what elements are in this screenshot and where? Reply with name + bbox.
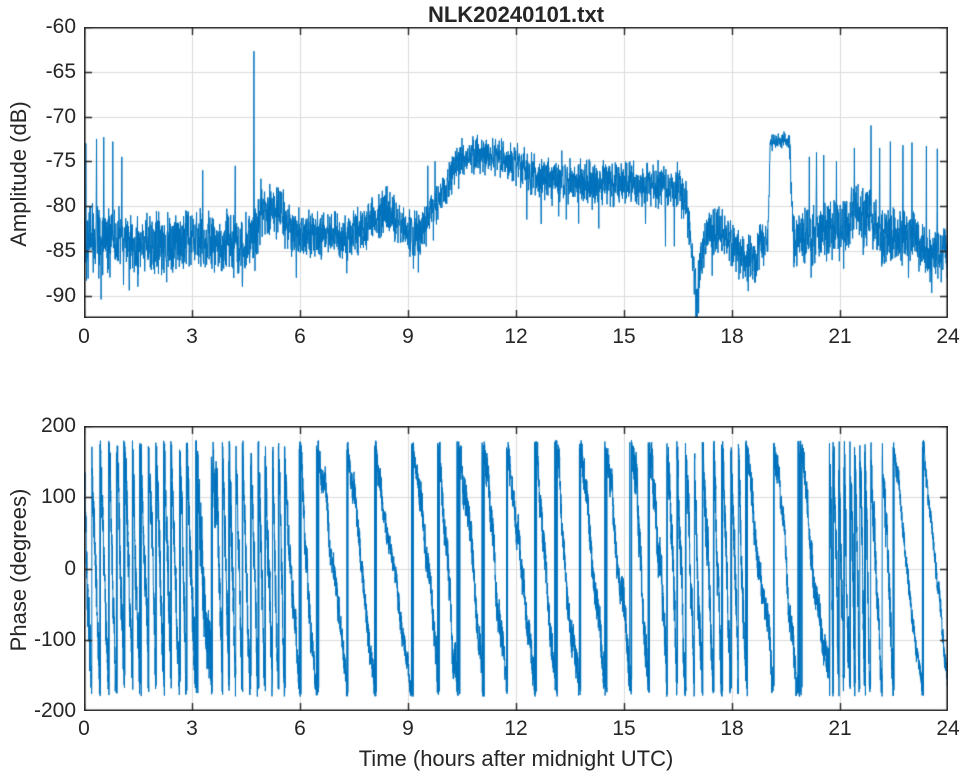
x-tick-label: 0 — [78, 717, 90, 740]
x-tick-label: 12 — [504, 717, 528, 740]
x-tick-label: 6 — [294, 325, 306, 348]
chart-title: NLK20240101.txt — [427, 2, 605, 27]
x-tick-label: 21 — [828, 325, 852, 348]
x-tick-label: 3 — [186, 325, 198, 348]
x-tick-label: 12 — [504, 325, 528, 348]
y-tick-label: -65 — [45, 59, 76, 83]
y-tick-label: -60 — [45, 15, 76, 38]
y-tick-label: -70 — [45, 104, 76, 128]
phase-plot-canvas — [84, 426, 948, 711]
x-tick-label: 9 — [402, 717, 414, 740]
y-tick-label: 0 — [64, 556, 76, 580]
y-tick-label: 100 — [40, 485, 76, 509]
y-tick-label: -200 — [33, 699, 76, 722]
y-tick-label: -100 — [33, 627, 76, 651]
y-tick-label: -85 — [45, 238, 76, 262]
amplitude-plot-canvas — [84, 27, 948, 318]
y-tick-label: -80 — [45, 194, 76, 218]
x-tick-label: 24 — [936, 325, 960, 348]
x-tick-label: 0 — [78, 325, 90, 348]
x-tick-label: 24 — [936, 717, 960, 740]
x-tick-label: 18 — [720, 717, 744, 740]
x-tick-label: 18 — [720, 325, 744, 348]
time-x-axis-label: Time (hours after midnight UTC) — [358, 746, 674, 771]
x-tick-label: 9 — [402, 325, 414, 348]
x-tick-label: 15 — [612, 325, 636, 348]
y-tick-label: -90 — [45, 283, 76, 307]
x-tick-label: 6 — [294, 717, 306, 740]
x-tick-label: 15 — [612, 717, 636, 740]
y-tick-label: 200 — [40, 414, 76, 437]
x-tick-label: 3 — [186, 717, 198, 740]
x-tick-label: 21 — [828, 717, 852, 740]
y-tick-label: -75 — [45, 149, 76, 173]
